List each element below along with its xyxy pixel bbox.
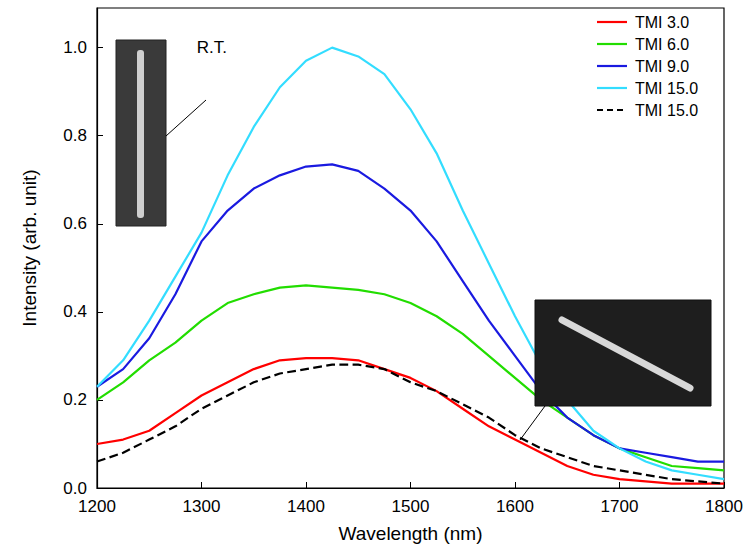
- svg-text:TMI 15.0: TMI 15.0: [635, 80, 698, 97]
- svg-text:1300: 1300: [183, 497, 221, 516]
- svg-text:0.2: 0.2: [63, 390, 87, 409]
- svg-text:TMI 9.0: TMI 9.0: [635, 58, 689, 75]
- svg-text:0.8: 0.8: [63, 126, 87, 145]
- svg-text:TMI 6.0: TMI 6.0: [635, 36, 689, 53]
- svg-text:1500: 1500: [392, 497, 430, 516]
- svg-text:0.4: 0.4: [63, 302, 87, 321]
- svg-text:1800: 1800: [705, 497, 743, 516]
- svg-text:0.6: 0.6: [63, 214, 87, 233]
- svg-text:TMI 3.0: TMI 3.0: [635, 14, 689, 31]
- svg-text:1.0: 1.0: [63, 38, 87, 57]
- svg-text:Wavelength (nm): Wavelength (nm): [339, 523, 483, 544]
- svg-text:TMI 15.0: TMI 15.0: [635, 102, 698, 119]
- svg-text:1700: 1700: [601, 497, 639, 516]
- svg-text:R.T.: R.T.: [197, 38, 227, 57]
- svg-text:1200: 1200: [78, 497, 116, 516]
- svg-text:1400: 1400: [287, 497, 325, 516]
- svg-text:1600: 1600: [496, 497, 534, 516]
- svg-text:0.0: 0.0: [63, 479, 87, 498]
- svg-text:Intensity (arb. unit): Intensity (arb. unit): [19, 169, 40, 326]
